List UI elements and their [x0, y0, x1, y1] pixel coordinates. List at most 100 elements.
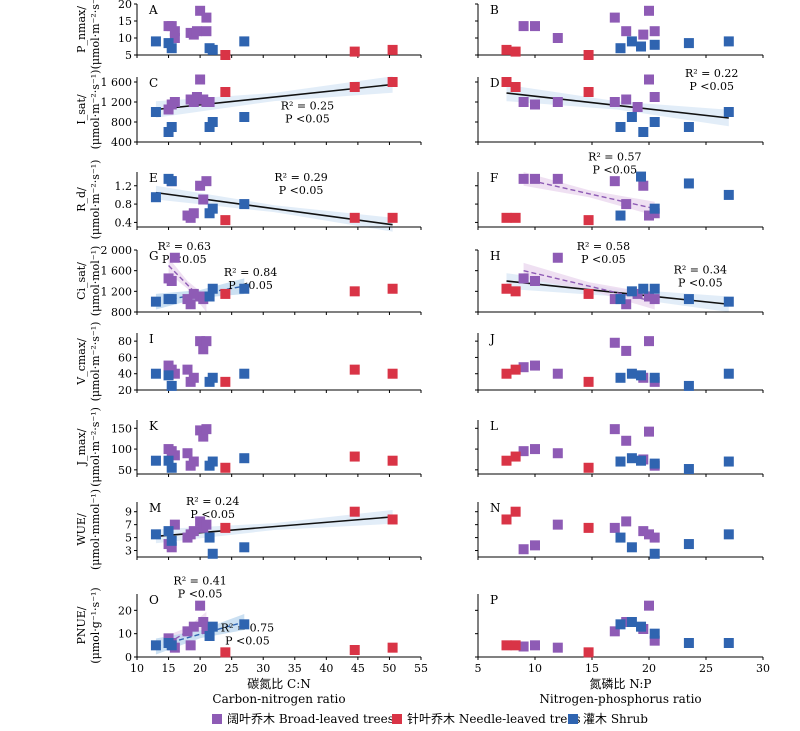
point-broad	[530, 21, 540, 32]
point-shrub	[626, 453, 637, 464]
point-shrub	[204, 291, 215, 302]
point-broad	[201, 12, 212, 23]
point-needle	[510, 364, 521, 375]
point-broad	[169, 519, 180, 530]
panel-L: L	[475, 419, 764, 477]
point-broad	[609, 626, 620, 637]
y-tick-label: 1 200	[101, 285, 133, 298]
panel-label: D	[490, 76, 500, 90]
point-shrub	[649, 458, 660, 469]
point-shrub	[207, 44, 218, 55]
point-needle	[510, 212, 521, 223]
point-shrub	[239, 368, 250, 379]
x-tick-label: 5	[475, 662, 482, 675]
y-tick-label: 20	[118, 604, 132, 617]
point-shrub	[150, 455, 161, 466]
point-broad	[644, 5, 654, 16]
panel-A: 5 10 15 20 P_nmax/(μmol·m⁻²·s⁻¹) A	[75, 0, 422, 69]
point-broad	[201, 424, 212, 435]
point-shrub	[723, 296, 734, 307]
point-broad	[195, 516, 206, 527]
point-shrub	[204, 532, 215, 543]
p-value-label: P <0.05	[285, 113, 330, 126]
point-broad	[188, 288, 199, 299]
point-needle	[349, 212, 360, 223]
point-shrub	[150, 36, 161, 47]
point-broad	[182, 626, 193, 637]
point-needle	[387, 77, 398, 87]
point-shrub	[615, 43, 626, 54]
point-needle	[387, 455, 398, 466]
point-shrub	[723, 529, 734, 540]
point-broad	[185, 299, 196, 310]
point-shrub	[626, 36, 637, 47]
fit-line-broad	[168, 265, 207, 305]
y-axis-label: PNUE/	[75, 606, 88, 644]
y-axis-label: (μmol·mmol⁻¹)	[89, 489, 102, 570]
legend-marker-broad	[212, 714, 222, 724]
point-shrub	[239, 36, 250, 47]
point-broad	[609, 176, 620, 187]
point-broad	[649, 26, 660, 37]
point-needle	[349, 46, 360, 57]
point-broad	[621, 299, 632, 310]
point-broad	[644, 291, 654, 302]
point-broad	[632, 102, 643, 112]
y-tick-label: 10	[118, 628, 132, 641]
panel-label: G	[149, 249, 159, 263]
point-shrub	[723, 36, 734, 47]
point-broad	[609, 522, 620, 533]
point-broad	[201, 624, 212, 634]
y-tick-label: 20	[118, 0, 132, 11]
y-tick-label: 800	[111, 116, 132, 129]
x-tick-label: 25	[225, 662, 239, 675]
y-tick-label: 0.8	[115, 198, 133, 211]
point-broad	[169, 368, 180, 379]
point-shrub	[615, 532, 626, 543]
point-needle	[583, 288, 594, 299]
point-needle	[349, 82, 360, 92]
point-shrub	[207, 117, 218, 127]
point-broad	[518, 544, 529, 555]
panel-label: L	[490, 419, 498, 433]
x-axis-title-en: Nitrogen-phosphorus ratio	[539, 692, 701, 706]
point-broad	[552, 642, 563, 653]
point-shrub	[626, 542, 637, 553]
point-broad	[182, 364, 193, 375]
point-shrub	[166, 462, 177, 473]
point-broad	[182, 294, 193, 305]
point-broad	[552, 33, 563, 43]
y-tick-label: 80	[118, 335, 132, 348]
point-shrub	[204, 631, 215, 641]
r2-label: R² = 0.25	[281, 100, 334, 113]
point-broad	[609, 424, 620, 435]
x-axis-title-en: Carbon-nitrogen ratio	[212, 692, 345, 706]
y-tick-label: 5	[125, 532, 132, 545]
r2-label: R² = 0.29	[274, 171, 327, 184]
point-shrub	[166, 294, 177, 305]
x-tick-label: 20	[642, 662, 656, 675]
panel-N: N	[475, 501, 764, 560]
r2-label: R² = 0.58	[577, 240, 630, 253]
point-broad	[638, 180, 649, 191]
point-broad	[552, 252, 563, 263]
point-shrub	[239, 283, 250, 294]
legend-label-needle: 针叶乔木 Needle-leaved trees	[407, 711, 581, 726]
point-broad	[188, 621, 199, 632]
x-axis-title-cn: 碳氮比 C:N	[247, 676, 311, 691]
x-tick-label: 30	[756, 662, 770, 675]
y-tick-label: 20	[118, 384, 132, 397]
point-broad	[644, 600, 654, 611]
point-needle	[501, 514, 512, 525]
x-tick-label: 40	[319, 662, 333, 675]
point-broad	[649, 635, 660, 646]
x-axis-title-cn: 氮磷比 N:P	[589, 676, 651, 691]
r2-label: R² = 0.34	[674, 263, 727, 276]
point-shrub	[649, 283, 660, 294]
point-shrub	[207, 456, 218, 467]
point-needle	[583, 376, 594, 387]
p-value-label: P <0.05	[162, 253, 207, 266]
panel-O: 10 15 20 25 30 35 40 45 50 5501020PNUE/(μmol·g⁻¹·…	[75, 575, 428, 675]
